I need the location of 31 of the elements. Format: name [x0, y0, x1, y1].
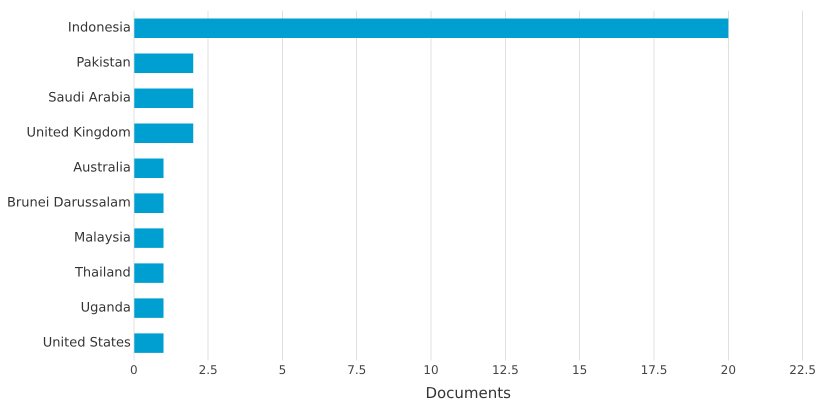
- x-tick-label: 10: [423, 362, 439, 377]
- bar: [134, 333, 164, 353]
- bar: [134, 263, 164, 283]
- bar: [134, 54, 194, 74]
- x-tick-label: 12.5: [492, 362, 519, 377]
- bar: [134, 228, 164, 248]
- y-tick-label: Brunei Darussalam: [6, 196, 131, 211]
- x-tick-label: 7.5: [347, 362, 366, 377]
- y-tick-label: Indonesia: [68, 20, 131, 36]
- x-tick-label: 17.5: [640, 362, 668, 377]
- bar: [134, 88, 194, 108]
- x-tick-label: 2.5: [198, 362, 218, 377]
- bar: [134, 298, 164, 318]
- y-tick-label: United States: [42, 335, 132, 350]
- y-tick-label: Malaysia: [74, 230, 131, 246]
- y-tick-label: Uganda: [80, 300, 131, 316]
- bar: [134, 123, 194, 143]
- bar: [134, 158, 164, 178]
- x-tick-label: 5: [278, 362, 286, 377]
- x-axis-title: Documents: [425, 384, 512, 402]
- x-tick-label: 20: [720, 362, 736, 377]
- y-tick-label: Pakistan: [76, 56, 131, 71]
- y-tick-label: Saudi Arabia: [48, 90, 131, 106]
- y-tick-label: Australia: [73, 160, 131, 176]
- bar: [134, 18, 728, 38]
- x-tick-label: 15: [572, 362, 588, 377]
- bar: [134, 193, 164, 213]
- x-tick-label: 22.5: [789, 362, 816, 377]
- x-tick-label: 0: [130, 362, 138, 377]
- y-tick-label: United Kingdom: [26, 126, 131, 141]
- y-tick-label: Thailand: [74, 266, 131, 281]
